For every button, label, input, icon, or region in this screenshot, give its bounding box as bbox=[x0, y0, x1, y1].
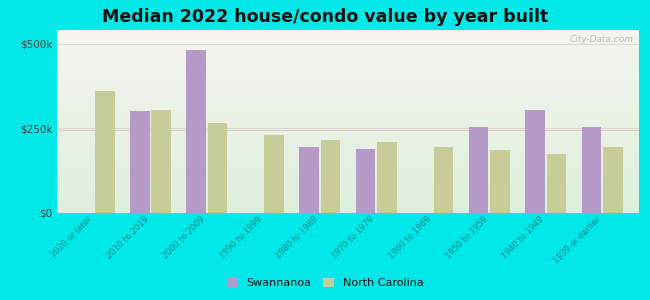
Bar bbox=[264, 135, 284, 213]
Bar bbox=[525, 110, 545, 213]
Text: 1950 to 1959: 1950 to 1959 bbox=[443, 214, 489, 260]
Bar bbox=[547, 154, 566, 213]
Bar bbox=[490, 150, 510, 213]
Text: 1939 or earlier: 1939 or earlier bbox=[552, 214, 603, 265]
Text: City-Data.com: City-Data.com bbox=[569, 35, 633, 44]
Text: 1940 to 1949: 1940 to 1949 bbox=[500, 214, 546, 260]
Text: 2020 or later: 2020 or later bbox=[49, 214, 94, 259]
Legend: Swannanoa, North Carolina: Swannanoa, North Carolina bbox=[227, 278, 423, 288]
Text: Median 2022 house/condo value by year built: Median 2022 house/condo value by year bu… bbox=[102, 8, 548, 26]
Bar bbox=[208, 123, 227, 213]
Bar bbox=[299, 147, 319, 213]
Text: 1980 to 1989: 1980 to 1989 bbox=[274, 214, 320, 260]
Bar bbox=[320, 140, 341, 213]
Text: 2000 to 2009: 2000 to 2009 bbox=[161, 214, 207, 260]
Text: 1960 to 1969: 1960 to 1969 bbox=[387, 214, 433, 260]
Bar bbox=[603, 147, 623, 213]
Bar bbox=[151, 110, 171, 213]
Text: 1990 to 1999: 1990 to 1999 bbox=[218, 214, 263, 260]
Bar bbox=[377, 142, 397, 213]
Bar bbox=[582, 127, 601, 213]
Bar bbox=[187, 50, 206, 213]
Bar bbox=[356, 148, 376, 213]
Bar bbox=[434, 147, 454, 213]
Bar bbox=[95, 91, 114, 213]
Text: 2010 to 2019: 2010 to 2019 bbox=[105, 214, 150, 260]
Text: 1970 to 1979: 1970 to 1979 bbox=[330, 214, 376, 260]
Bar bbox=[469, 127, 488, 213]
Bar bbox=[130, 111, 150, 213]
